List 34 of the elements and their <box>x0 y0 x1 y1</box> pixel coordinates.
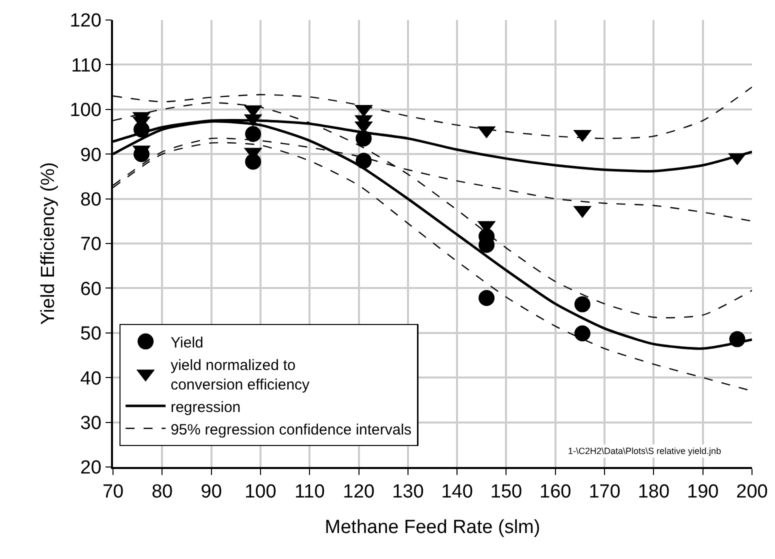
x-tick-label: 180 <box>638 482 670 503</box>
y-tick-label: 50 <box>80 324 102 345</box>
x-tick-label: 120 <box>342 482 375 503</box>
legend-label: Yield <box>170 334 204 352</box>
x-tick-label: 200 <box>736 482 768 503</box>
y-tick-label: 60 <box>80 278 102 300</box>
x-tick-label: 70 <box>102 482 124 503</box>
x-tick-label: 110 <box>294 482 325 503</box>
y-tick-label: 40 <box>80 368 102 390</box>
y-tick-label: 30 <box>80 412 102 434</box>
x-tick-label: 150 <box>490 482 522 503</box>
x-tick-label: 90 <box>200 482 222 503</box>
annotation: 1-\C2H2\Data\Plots\S relative yield.jnb <box>568 446 722 456</box>
x-tick-label: 100 <box>244 482 276 503</box>
point <box>574 296 590 312</box>
y-tick-label: 90 <box>80 144 102 166</box>
x-tick-label: 160 <box>540 482 572 503</box>
legend-label: regression <box>170 398 241 416</box>
x-tick-label: 140 <box>441 482 473 503</box>
x-tick-label: 80 <box>152 482 173 503</box>
x-tick-label: 190 <box>687 482 719 503</box>
y-axis-title: Yield Efficiency (%) <box>38 162 60 325</box>
y-tick-label: 20 <box>80 458 102 479</box>
y-tick-label: 120 <box>70 10 102 32</box>
x-axis-title: Methane Feed Rate (slm) <box>324 516 540 538</box>
y-tick-label: 110 <box>71 55 102 76</box>
y-tick-label: 70 <box>80 234 102 256</box>
point <box>478 290 495 306</box>
y-tick-label: 80 <box>80 189 102 210</box>
point <box>574 325 590 342</box>
x-tick-label: 130 <box>392 482 424 503</box>
y-tick-label: 100 <box>70 100 102 122</box>
legend-label: 95% regression confidence intervals <box>170 421 412 438</box>
x-tick-label: 170 <box>588 482 620 503</box>
